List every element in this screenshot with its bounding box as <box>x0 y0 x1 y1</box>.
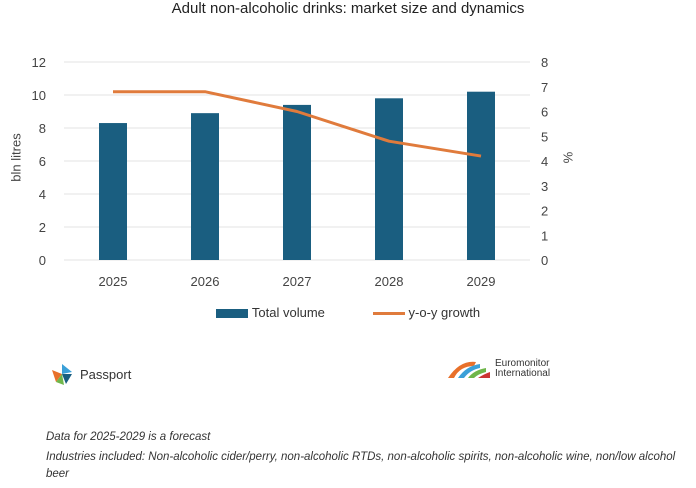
y2-tick-label: 0 <box>541 253 548 268</box>
y2-tick-label: 3 <box>541 179 548 194</box>
passport-logo-icon <box>52 364 72 385</box>
bar-2026 <box>191 113 219 261</box>
legend-label-growth: y-o-y growth <box>408 305 481 320</box>
y2-tick-label: 6 <box>541 105 548 120</box>
bar-2029 <box>467 91 495 260</box>
footnote-industries: Industries included: Non-alcoholic cider… <box>46 451 676 480</box>
legend-swatch-total-volume <box>215 309 248 319</box>
legend-swatch-growth <box>372 312 405 316</box>
chart-title: Adult non-alcoholic drinks: market size … <box>171 0 525 17</box>
y-tick-label: 12 <box>32 55 46 70</box>
euromonitor-logo-icon <box>448 361 490 378</box>
x-tick-label: 2026 <box>191 274 220 289</box>
x-tick-label: 2027 <box>283 274 312 289</box>
y-tick-label: 0 <box>39 253 46 268</box>
y2-tick-label: 8 <box>541 55 548 70</box>
bar-2027 <box>283 104 311 261</box>
y2-tick-label: 1 <box>541 228 548 243</box>
bar-2028 <box>375 98 403 260</box>
bar-2025 <box>99 123 127 260</box>
legend: Total volume y-o-y growth <box>0 305 696 320</box>
y-tick-label: 2 <box>39 220 46 235</box>
y-tick-label: 8 <box>39 121 46 136</box>
passport-logo: Passport <box>50 362 131 386</box>
y-tick-label: 6 <box>39 154 46 169</box>
y2-tick-label: 2 <box>541 204 548 219</box>
y-tick-label: 10 <box>32 88 46 103</box>
y2-tick-label: 7 <box>541 80 548 95</box>
x-tick-label: 2028 <box>375 274 404 289</box>
euromonitor-logo-text: Euromonitor International <box>495 358 551 379</box>
passport-logo-text: Passport <box>80 366 132 382</box>
footnote-forecast: Data for 2025-2029 is a forecast <box>46 431 211 443</box>
x-tick-label: 2029 <box>467 274 496 289</box>
x-tick-label: 2025 <box>99 274 128 289</box>
euromonitor-logo: Euromonitor International <box>446 358 559 380</box>
y2-tick-label: 4 <box>541 154 548 169</box>
y-tick-label: 4 <box>39 187 46 202</box>
legend-label-total-volume: Total volume <box>251 305 325 320</box>
y2-tick-label: 5 <box>541 129 548 144</box>
